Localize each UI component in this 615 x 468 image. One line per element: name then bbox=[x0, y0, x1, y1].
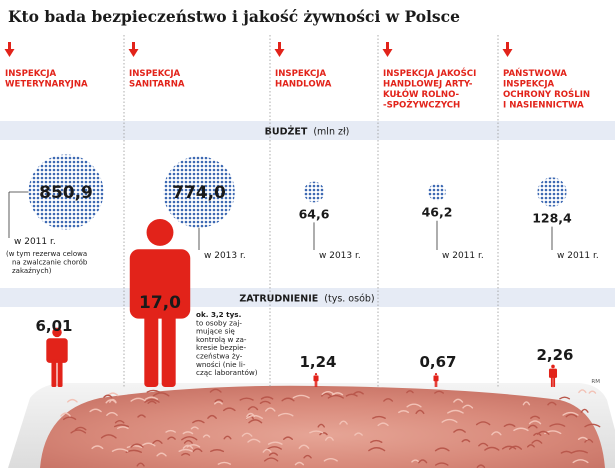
column: INSPEKCJA SANITARNA 774,0 w 2013 r. 17,0 ok. … bbox=[128, 42, 258, 387]
down-arrow-icon bbox=[274, 42, 285, 57]
employment-extra-note: ok. 3,2 tys. to osoby zaj-mujące się kontr… bbox=[196, 310, 258, 377]
category-label: INSPEKCJA WETERYNARYJNA bbox=[5, 69, 88, 90]
budget-bubble bbox=[163, 156, 235, 228]
budget-year-note: w 2011 r. bbox=[442, 251, 484, 261]
employment-person-icon bbox=[129, 219, 191, 387]
budget-year-note: w 2013 r. bbox=[204, 251, 246, 261]
employment-value-label: 17,0 bbox=[139, 293, 181, 313]
budget-band bbox=[0, 121, 615, 140]
budget-bubble bbox=[537, 177, 567, 207]
credit-label: RM bbox=[591, 379, 600, 385]
employment-person-icon bbox=[46, 327, 68, 387]
budget-year-note: w 2011 r. bbox=[557, 251, 599, 261]
down-arrow-icon bbox=[4, 42, 15, 57]
employment-person-icon bbox=[548, 364, 558, 387]
employment-unit: (tys. osób) bbox=[324, 294, 374, 305]
down-arrow-icon bbox=[128, 42, 139, 57]
meat-texture bbox=[60, 388, 601, 468]
budget-year-note: w 2013 r. bbox=[319, 251, 361, 261]
down-arrow-icon bbox=[502, 42, 513, 57]
budget-bubble bbox=[303, 181, 325, 203]
column: INSPEKCJA WETERYNARYJNA 850,9 w 2011 r. (w t… bbox=[4, 42, 104, 387]
meat-tray-photo bbox=[8, 383, 615, 468]
employment-value-label: 1,24 bbox=[299, 353, 336, 371]
budget-value-label: 850,9 bbox=[39, 183, 93, 203]
budget-unit: (mln zł) bbox=[313, 127, 349, 138]
category-label: INSPEKCJA SANITARNA bbox=[129, 69, 185, 90]
budget-extra-note: (w tym rezerwa celowa na zwalczanie choró… bbox=[6, 250, 88, 275]
employment-person-icon bbox=[433, 373, 439, 387]
budget-year-note: w 2011 r. bbox=[14, 237, 56, 247]
employment-value-label: 0,67 bbox=[419, 353, 456, 371]
category-label: PAŃSTWOWA INSPEKCJA OCHRONY ROŚLIN I NASIEN… bbox=[503, 67, 590, 111]
category-label: INSPEKCJA JAKOŚCI HANDLOWEJ ARTY-KUŁÓW RO… bbox=[383, 67, 476, 111]
budget-value-label: 46,2 bbox=[422, 205, 453, 220]
down-arrow-icon bbox=[382, 42, 393, 57]
employment-value-label: 2,26 bbox=[536, 346, 573, 364]
column: INSPEKCJA JAKOŚCI HANDLOWEJ ARTY-KUŁÓW RO… bbox=[382, 42, 484, 387]
budget-bubble bbox=[28, 154, 104, 230]
chart-title: Kto bada bezpieczeństwo i jakość żywnośc… bbox=[8, 7, 460, 26]
budget-value-label: 64,6 bbox=[299, 206, 330, 221]
employment-section-label: ZATRUDNIENIE (tys. osób) bbox=[239, 294, 374, 305]
column: INSPEKCJA HANDLOWA 64,6 w 2013 r. 1,24 bbox=[274, 42, 361, 387]
employment-value-label: 6,01 bbox=[35, 317, 72, 335]
employment-person-icon bbox=[313, 373, 319, 387]
column: PAŃSTWOWA INSPEKCJA OCHRONY ROŚLIN I NASIEN… bbox=[502, 42, 599, 387]
employment-label: ZATRUDNIENIE bbox=[239, 294, 318, 305]
budget-value-label: 128,4 bbox=[532, 211, 572, 226]
category-label: INSPEKCJA HANDLOWA bbox=[275, 69, 332, 90]
budget-value-label: 774,0 bbox=[172, 183, 226, 203]
budget-bubble bbox=[428, 183, 446, 201]
budget-section-label: BUDŻET (mln zł) bbox=[265, 127, 350, 138]
budget-label: BUDŻET bbox=[265, 127, 308, 138]
